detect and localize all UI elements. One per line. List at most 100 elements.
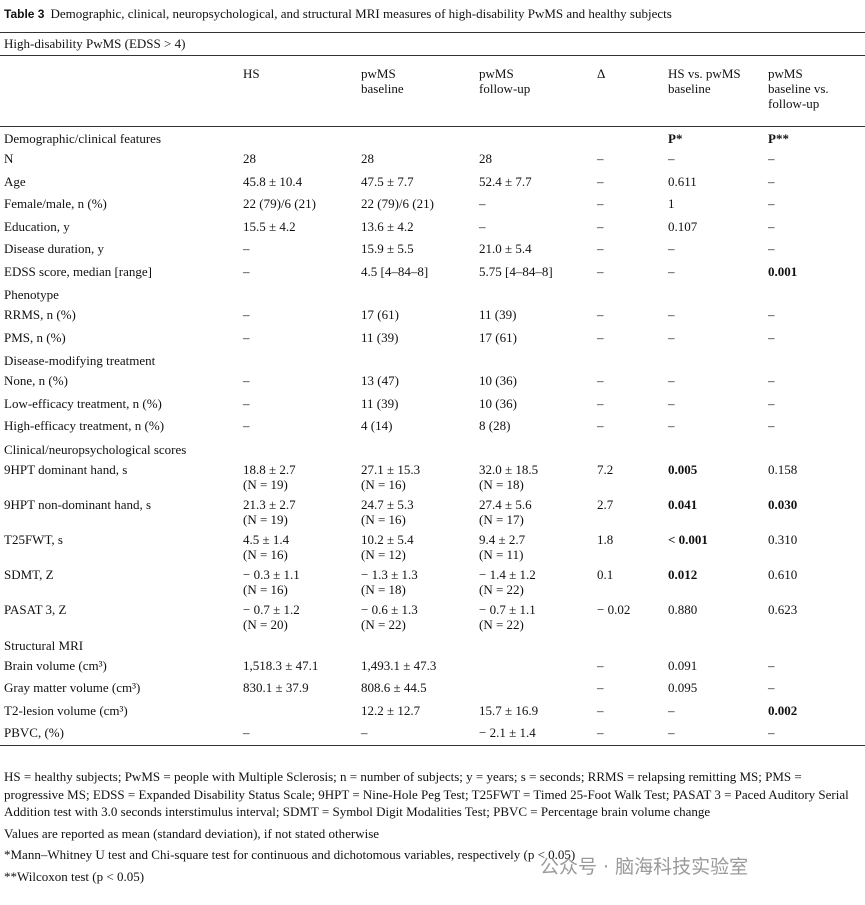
section-row: Disease-modifying treatment [0,349,865,370]
cell: – [764,415,865,438]
cell [593,438,664,459]
cell [764,634,865,655]
cell: 45.8 ± 10.4 [239,171,357,194]
cell-text: – [768,680,775,695]
cell: – [593,171,664,194]
cell-text: – [768,725,775,740]
cell [764,283,865,304]
cell-line: follow-up [479,81,531,96]
cell-line: (N = 19) [243,476,288,492]
cell: – [764,370,865,393]
cell-text: 0.091 [668,657,698,673]
cell: – [239,722,357,746]
row-label: T2-lesion volume (cm³) [4,702,128,718]
cell-line: − 0.6 ± 1.3 [361,601,418,617]
cell-line: (N = 11) [479,546,524,562]
cell: 5.75 [4–84–8] [475,261,593,284]
cell: – [664,415,764,438]
cell-text: – [243,373,250,388]
cell-text: 7.2 [597,461,614,477]
cell: 0.611 [664,171,764,194]
row-label: PBVC, (%) [0,722,239,746]
cell: 1.8 [593,529,664,564]
cell: – [239,238,357,261]
row-label: Education, y [4,218,70,234]
cell: P* [664,127,764,149]
cell: – [239,327,357,350]
cell-line: − 0.3 ± 1.1 [243,566,300,582]
cell-text: 8 (28) [479,418,511,433]
cell-text: – [597,173,604,189]
cell: 2.7 [593,494,664,529]
cell: – [664,722,764,746]
cell-line: pwMS [479,66,514,81]
cell: 28 [357,148,475,171]
cell: 11 (39) [475,304,593,327]
cell-line: (N = 19) [243,511,288,527]
cell-line: baseline vs. [768,81,829,96]
cell-text: 4 (14) [361,418,393,433]
cell: 12.2 ± 12.7 [357,700,475,723]
cell-text: 21.0 ± 5.4 [479,241,532,256]
cell-text: – [243,725,250,740]
cell-text: 0.310 [768,531,798,547]
data-row: Education, y 15.5 ± 4.2 13.6 ± 4.2 – – 0.107 – [0,216,865,239]
cell: 0.623 [764,599,865,634]
cell-line: (N = 18) [361,581,406,597]
data-row: Low-efficacy treatment, n (%) – 11 (39) 10 … [0,393,865,416]
cell: 0.1 [593,564,664,599]
cell-text: 1 [668,196,675,211]
cell-text: – [597,725,604,740]
cell-line: − 1.3 ± 1.3 [361,566,418,582]
cell: 15.7 ± 16.9 [475,700,593,723]
cell: – [764,393,865,416]
cell-text: 17 (61) [479,329,517,345]
caption-label: Table 3 [4,7,45,21]
cell: 24.7 ± 5.3 (N = 16) [357,494,475,529]
cell: 13 (47) [357,370,475,393]
cell: – [593,238,664,261]
section-title: Demographic/clinical features [4,131,162,146]
cell-text: 52.4 ± 7.7 [479,173,532,189]
cell-text: 5.75 [4–84–8] [479,263,553,279]
cell-text: 808.6 ± 44.5 [361,680,427,695]
cell-text: < 0.001 [668,531,708,547]
data-row: N 28 28 28 – – – [0,148,865,171]
cell-text: – [768,173,775,189]
column-header: HS vs. pwMS baseline [664,55,764,127]
row-label: EDSS score, median [range] [4,263,153,279]
cell: 1 [664,193,764,216]
cell-text: 13 (47) [361,373,399,388]
cell: 28 [475,148,593,171]
cell [239,634,357,655]
cell: 52.4 ± 7.7 [475,171,593,194]
footnotes: HS = healthy subjects; PwMS = people wit… [4,768,860,889]
cell: – [764,148,865,171]
data-row: SDMT, Z − 0.3 ± 1.1 (N = 16) − 1.3 ± 1.3 (N … [0,564,865,599]
column-header: pwMS follow-up [475,55,593,127]
cell-text: 0.880 [668,601,698,617]
row-label: None, n (%) [4,373,68,388]
cell: − 0.7 ± 1.2 (N = 20) [239,599,357,634]
cell-text: – [668,241,675,256]
cell: 830.1 ± 37.9 [239,677,357,700]
cell-line: 18.8 ± 2.7 [243,461,296,477]
cell: 10 (36) [475,370,593,393]
cell-text: 830.1 ± 37.9 [243,680,309,695]
cell [764,438,865,459]
cell: – [593,655,664,678]
cell: 0.310 [764,529,865,564]
cell-text: 0.012 [668,566,698,582]
cell-text: 15.5 ± 4.2 [243,218,296,234]
cell: – [764,238,865,261]
cell: – [764,655,865,678]
cell-line: − 0.7 ± 1.1 [479,601,536,617]
cell-line: − 0.7 ± 1.2 [243,601,300,617]
cell-line: (N = 17) [479,511,524,527]
cell: – [239,261,357,284]
cell: – [764,171,865,194]
data-row: High-efficacy treatment, n (%) – 4 (14) 8 (… [0,415,865,438]
section-title: Phenotype [4,287,59,302]
cell: – [764,327,865,350]
